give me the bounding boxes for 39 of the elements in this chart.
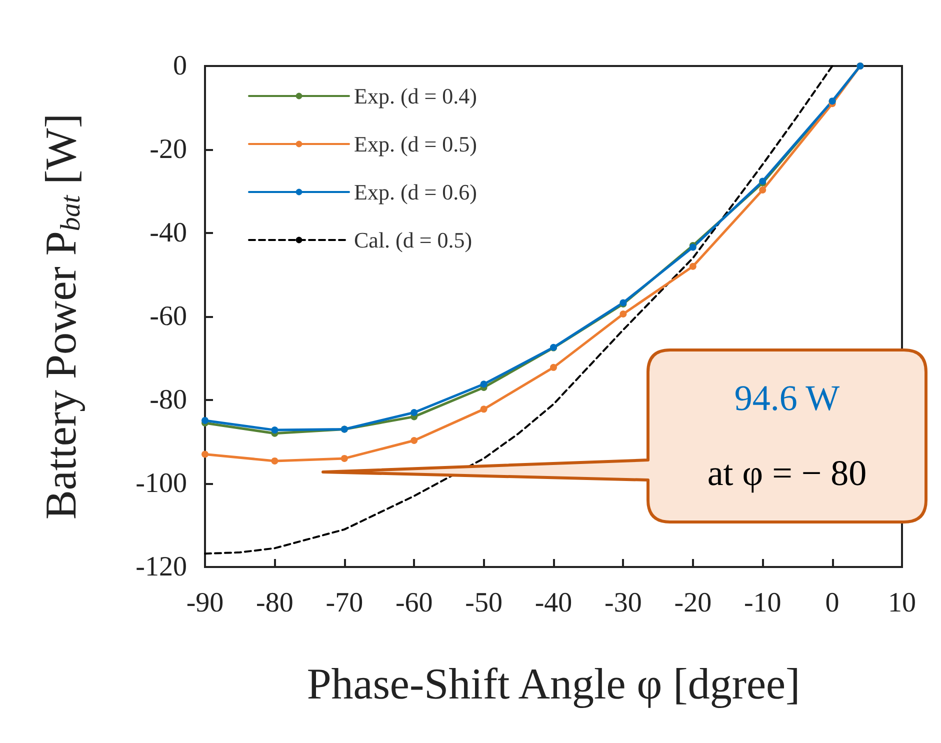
y-axis-title: Battery Power Pbat [W] — [36, 113, 86, 520]
legend-label: Exp. (d = 0.5) — [354, 132, 477, 156]
point — [620, 310, 627, 318]
point — [271, 457, 278, 464]
point — [202, 416, 208, 424]
y-tick-label: 0 — [173, 50, 187, 82]
legend-label: Exp. (d = 0.6) — [354, 180, 477, 204]
x-tick-label: -10 — [744, 588, 782, 618]
x-tick-label: -50 — [465, 588, 502, 618]
x-tick-label: -80 — [256, 588, 294, 618]
x-axis-title: Phase-Shift Angle φ [dgree] — [306, 660, 800, 708]
annotation: 94.6 W — [734, 378, 840, 418]
annotation: at φ = − 80 — [707, 453, 867, 493]
point — [202, 450, 208, 458]
x-tick-label: 0 — [825, 588, 840, 618]
x-tick-label: 10 — [888, 588, 916, 618]
x-tick-label: -20 — [674, 588, 712, 618]
x-tick-label: -40 — [534, 588, 572, 618]
point — [340, 454, 348, 462]
point — [759, 186, 766, 194]
point — [410, 437, 418, 444]
point — [271, 426, 278, 434]
x-tick-label: -60 — [395, 588, 433, 618]
point — [480, 406, 488, 413]
y-tick-label: -100 — [136, 468, 187, 499]
point — [689, 262, 696, 270]
x-tick-label: -90 — [186, 588, 224, 618]
x-tick-label: -70 — [326, 588, 364, 618]
y-tick-label: -120 — [136, 552, 187, 582]
y-tick-label: -80 — [150, 384, 187, 416]
point — [550, 364, 557, 371]
y-tick-label: -20 — [150, 134, 187, 165]
point — [410, 409, 418, 416]
y-tick-label: -60 — [150, 301, 187, 332]
legend-label: Cal. (d = 0.5) — [354, 228, 472, 252]
x-tick-label: -30 — [604, 588, 642, 618]
point — [480, 380, 488, 388]
legend-label: Exp. (d = 0.4) — [354, 84, 477, 108]
y-tick-label: -40 — [150, 218, 187, 248]
